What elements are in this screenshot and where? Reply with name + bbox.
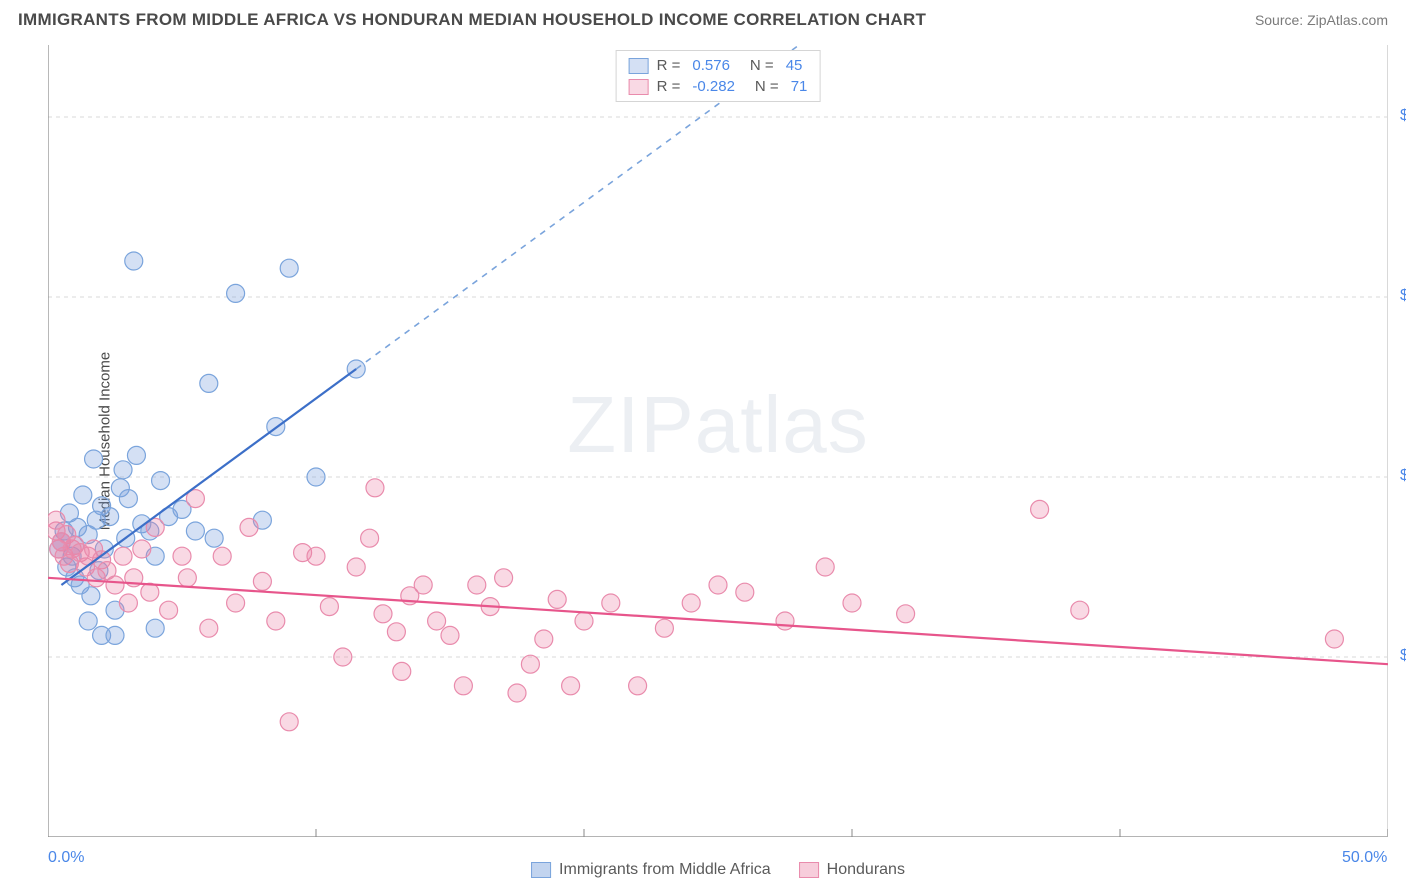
point-series-1 [736,583,754,601]
point-series-1 [843,594,861,612]
point-series-1 [307,547,325,565]
point-series-0 [79,612,97,630]
point-series-1 [227,594,245,612]
point-series-1 [267,612,285,630]
legend-bottom: Immigrants from Middle Africa Hondurans [531,861,905,879]
legend-n-label: N = [755,78,779,95]
point-series-1 [655,619,673,637]
legend-bottom-item: Hondurans [799,861,905,879]
point-series-1 [414,576,432,594]
point-series-0 [152,472,170,490]
point-series-1 [253,572,271,590]
point-series-1 [521,655,539,673]
legend-r-label: R = [657,78,681,95]
scatter-plot [48,45,1388,837]
point-series-1 [441,626,459,644]
x-tick-label: 50.0% [1342,849,1387,867]
point-series-0 [125,252,143,270]
legend-top-row: R = 0.576 N = 45 [617,55,820,76]
legend-n-value: 71 [791,78,808,95]
point-series-0 [200,374,218,392]
chart-title: IMMIGRANTS FROM MIDDLE AFRICA VS HONDURA… [18,10,926,30]
point-series-1 [119,594,137,612]
legend-bottom-item: Immigrants from Middle Africa [531,861,771,879]
legend-r-value: 0.576 [692,57,730,74]
point-series-1 [454,677,472,695]
point-series-1 [1071,601,1089,619]
point-series-1 [200,619,218,637]
legend-r-label: R = [657,57,681,74]
legend-r-value: -0.282 [692,78,735,95]
point-series-1 [508,684,526,702]
y-tick-label: $150,000 [1400,287,1406,305]
point-series-1 [347,558,365,576]
legend-series-label: Hondurans [827,861,905,879]
legend-n-value: 45 [786,57,803,74]
point-series-0 [119,490,137,508]
point-series-1 [776,612,794,630]
point-series-1 [374,605,392,623]
legend-swatch [531,862,551,878]
point-series-1 [213,547,231,565]
legend-swatch [629,58,649,74]
point-series-1 [468,576,486,594]
point-series-0 [146,619,164,637]
point-series-1 [160,601,178,619]
point-series-1 [173,547,191,565]
point-series-1 [535,630,553,648]
legend-swatch [799,862,819,878]
legend-swatch [629,79,649,95]
point-series-1 [48,511,65,529]
point-series-1 [548,590,566,608]
point-series-1 [387,623,405,641]
point-series-0 [127,446,145,464]
point-series-1 [366,479,384,497]
legend-top-row: R = -0.282 N = 71 [617,76,820,97]
point-series-0 [106,626,124,644]
point-series-1 [1031,500,1049,518]
x-tick-label: 0.0% [48,849,84,867]
point-series-1 [320,598,338,616]
legend-n-label: N = [750,57,774,74]
point-series-0 [114,461,132,479]
legend-series-label: Immigrants from Middle Africa [559,861,771,879]
point-series-1 [562,677,580,695]
legend-top: R = 0.576 N = 45 R = -0.282 N = 71 [616,50,821,102]
point-series-0 [205,529,223,547]
point-series-1 [495,569,513,587]
y-tick-label: $50,000 [1400,647,1406,665]
source-text: Source: ZipAtlas.com [1255,12,1388,28]
point-series-1 [133,540,151,558]
point-series-1 [240,518,258,536]
point-series-1 [178,569,196,587]
point-series-1 [106,576,124,594]
point-series-1 [141,583,159,601]
point-series-0 [307,468,325,486]
y-tick-label: $100,000 [1400,467,1406,485]
y-tick-label: $200,000 [1400,107,1406,125]
point-series-1 [575,612,593,630]
point-series-0 [85,450,103,468]
point-series-1 [816,558,834,576]
point-series-1 [682,594,700,612]
point-series-1 [629,677,647,695]
point-series-1 [428,612,446,630]
point-series-0 [82,587,100,605]
point-series-0 [280,259,298,277]
point-series-0 [227,284,245,302]
point-series-1 [709,576,727,594]
point-series-1 [280,713,298,731]
point-series-0 [186,522,204,540]
point-series-1 [334,648,352,666]
point-series-0 [101,508,119,526]
point-series-0 [74,486,92,504]
point-series-1 [114,547,132,565]
point-series-1 [361,529,379,547]
point-series-1 [897,605,915,623]
point-series-1 [1325,630,1343,648]
chart-container: Median Household Income ZIPatlas R = 0.5… [48,45,1388,837]
point-series-1 [393,662,411,680]
point-series-1 [602,594,620,612]
